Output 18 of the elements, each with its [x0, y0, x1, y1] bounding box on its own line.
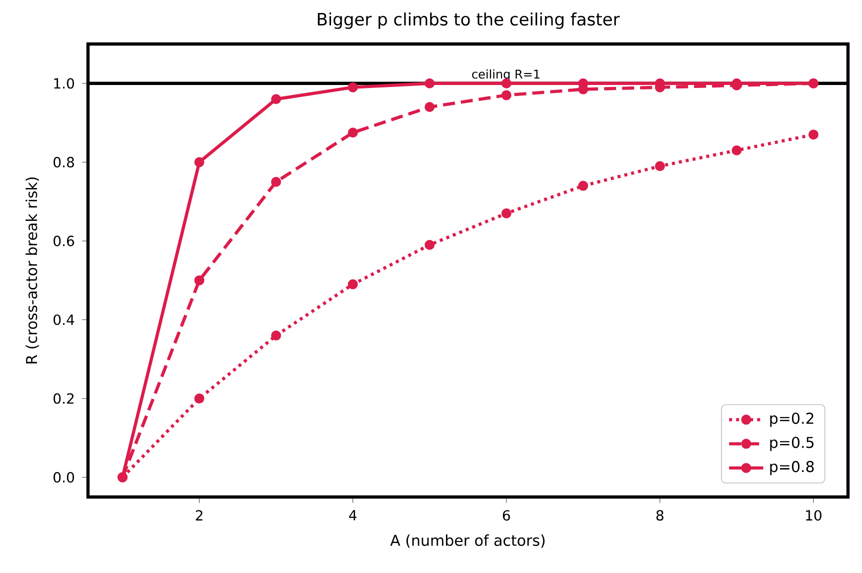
y-axis-title: R (cross-actor break risk) [26, 177, 39, 364]
x-tick-label: 2 [196, 510, 202, 520]
legend-label: p=0.8 [770, 460, 814, 476]
x-tick-label: 10 [806, 510, 822, 521]
x-tick-label: 6 [502, 510, 510, 521]
y-tick-label: 0.4 [54, 314, 74, 326]
y-tick-label: 1.0 [54, 78, 74, 89]
x-tick-label: 8 [656, 510, 664, 521]
y-tick-label: 0.8 [54, 156, 74, 168]
legend-label: p=0.5 [770, 436, 814, 451]
x-tick-label: 4 [349, 510, 357, 520]
y-tick-label: 0.0 [54, 472, 74, 483]
legend-label: p=0.2 [770, 412, 814, 427]
chart-title: Bigger p climbs to the ceiling faster [318, 12, 620, 29]
x-axis-title: A (number of actors) [390, 534, 545, 548]
y-tick-label: 0.6 [54, 236, 74, 246]
y-tick-label: 0.2 [54, 393, 74, 404]
ref-line-label: ceiling R=1 [472, 69, 540, 81]
